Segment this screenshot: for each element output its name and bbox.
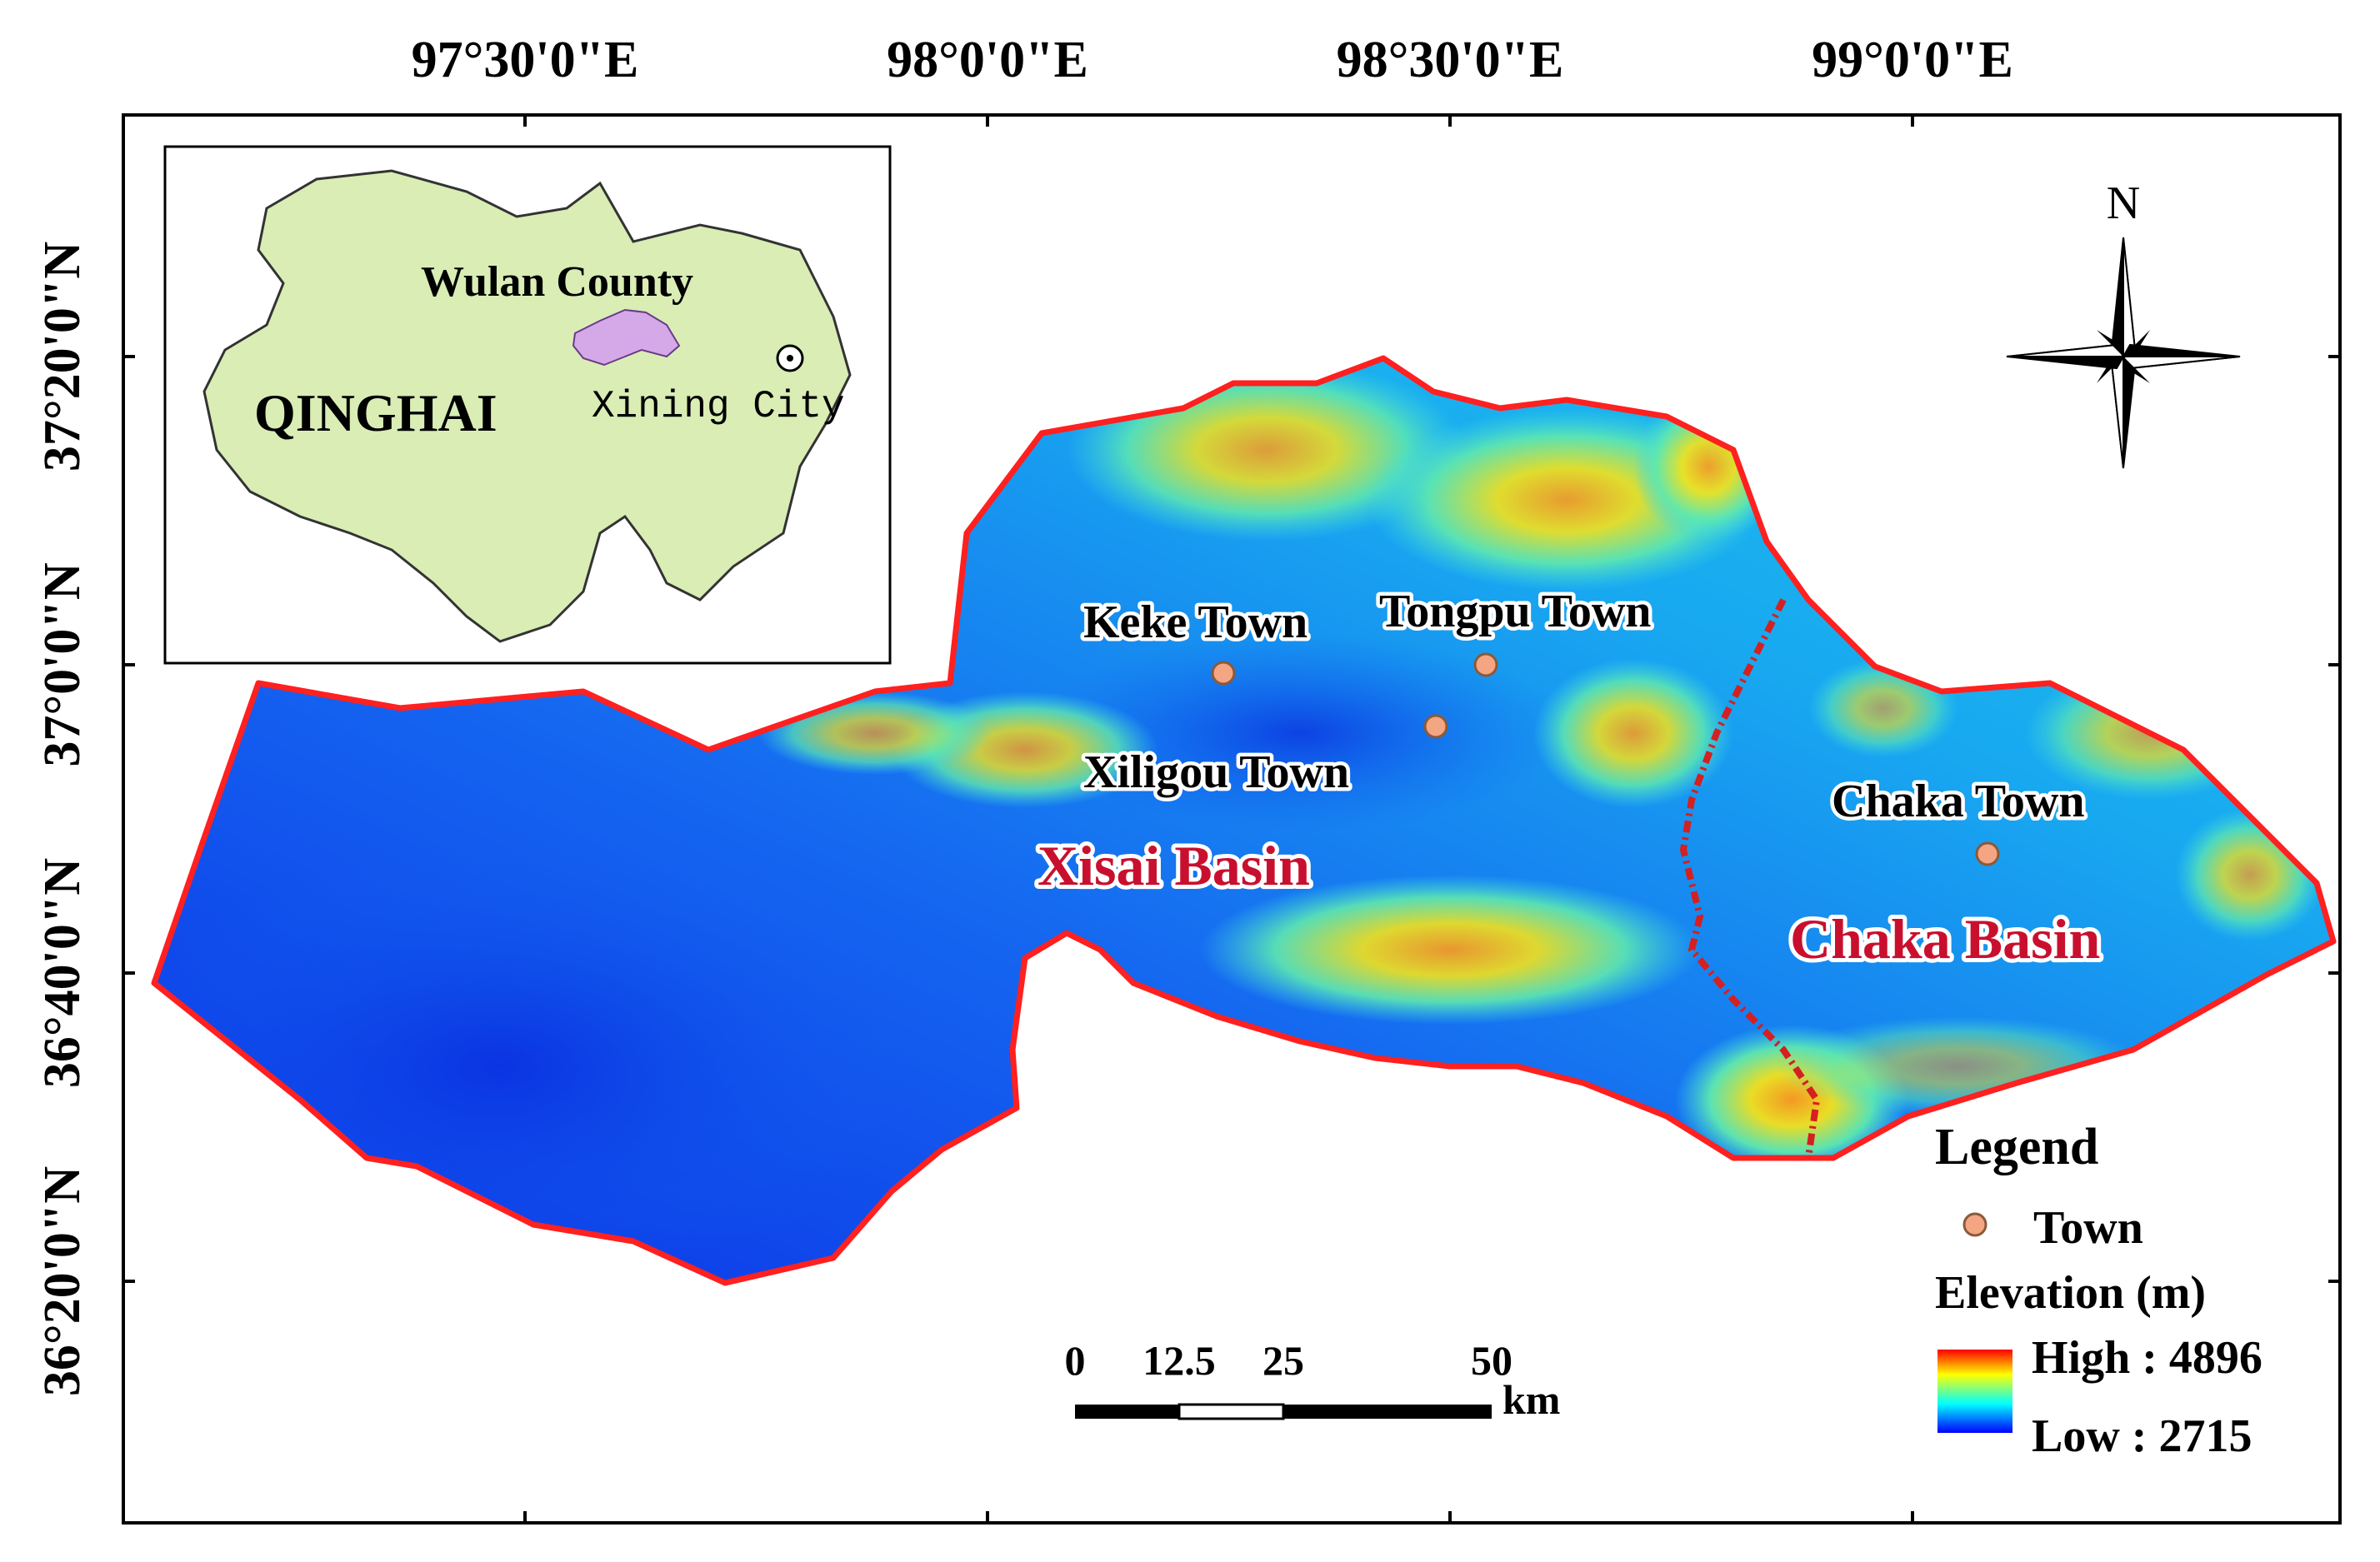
town-marker-tongpu: [1473, 652, 1498, 677]
top-tick-label: 98°30'0"E: [1337, 32, 1564, 88]
scale-tick-label: 0: [1065, 1337, 1086, 1384]
town-marker-xiligou: [1423, 714, 1448, 739]
legend-title: Legend: [1935, 1119, 2098, 1175]
inset-map: Wulan County QINGHAI Xining City: [163, 145, 892, 665]
scale-unit-label: km: [1502, 1376, 1560, 1423]
legend: Legend Town Elevation (m) High : 4896 Lo…: [1935, 1119, 2262, 1462]
inset-province-label: QINGHAI: [254, 383, 498, 442]
scale-tick-label: 25: [1262, 1337, 1304, 1384]
town-marker-keke: [1211, 661, 1236, 686]
town-marker-chaka: [1975, 841, 2000, 866]
legend-town-label: Town: [2033, 1202, 2143, 1254]
top-tick-label: 98°0'0"E: [887, 32, 1088, 88]
legend-elevation-title: Elevation (m): [1935, 1267, 2206, 1319]
town-label-tongpu: Tongpu Town: [1379, 586, 1651, 637]
north-arrow: N: [2006, 177, 2241, 469]
town-label-chaka: Chaka Town: [1832, 776, 2085, 827]
top-tick-label: 97°30'0"E: [412, 32, 639, 88]
north-label: N: [2107, 177, 2140, 229]
scale-tick-label: 12.5: [1142, 1337, 1216, 1384]
bottom-tick-marks: [523, 1511, 1914, 1523]
left-tick-label: 37°20'0"N: [34, 242, 91, 472]
scale-tick-label: 50: [1471, 1337, 1512, 1384]
left-tick-label: 36°40'0"N: [34, 858, 91, 1088]
town-label-keke: Keke Town: [1083, 596, 1308, 648]
inset-county-label: Wulan County: [421, 258, 693, 306]
basin-divide-line: [1679, 598, 1821, 1159]
legend-high-label: High : 4896: [2032, 1332, 2262, 1384]
left-tick-marks: [123, 355, 135, 1283]
elevation-color-ramp: [1938, 1350, 2012, 1433]
scale-bar: 0 12.5 25 50 km: [1065, 1337, 1561, 1423]
map-frame: [122, 113, 2342, 1525]
qinghai-outline: [202, 169, 852, 643]
inset-city-label: Xining City: [592, 385, 845, 428]
left-tick-label: 36°20'0"N: [34, 1166, 91, 1396]
legend-town-symbol: [1962, 1212, 1988, 1237]
top-tick-marks: [523, 115, 1914, 127]
legend-low-label: Low : 2715: [2032, 1410, 2252, 1462]
wulan-county-shape: [572, 308, 681, 367]
xining-city-marker-dot: [787, 355, 793, 362]
top-tick-label: 99°0'0"E: [1812, 32, 2013, 88]
basin-label-xisai: Xisai Basin: [1038, 834, 1310, 897]
left-tick-label: 37°0'0"N: [34, 562, 91, 766]
town-label-xiligou: Xiligou Town: [1083, 746, 1349, 798]
study-area-boundary: [151, 355, 2337, 1286]
right-tick-marks: [2328, 355, 2340, 1283]
basin-label-chaka: Chaka Basin: [1790, 907, 2100, 971]
